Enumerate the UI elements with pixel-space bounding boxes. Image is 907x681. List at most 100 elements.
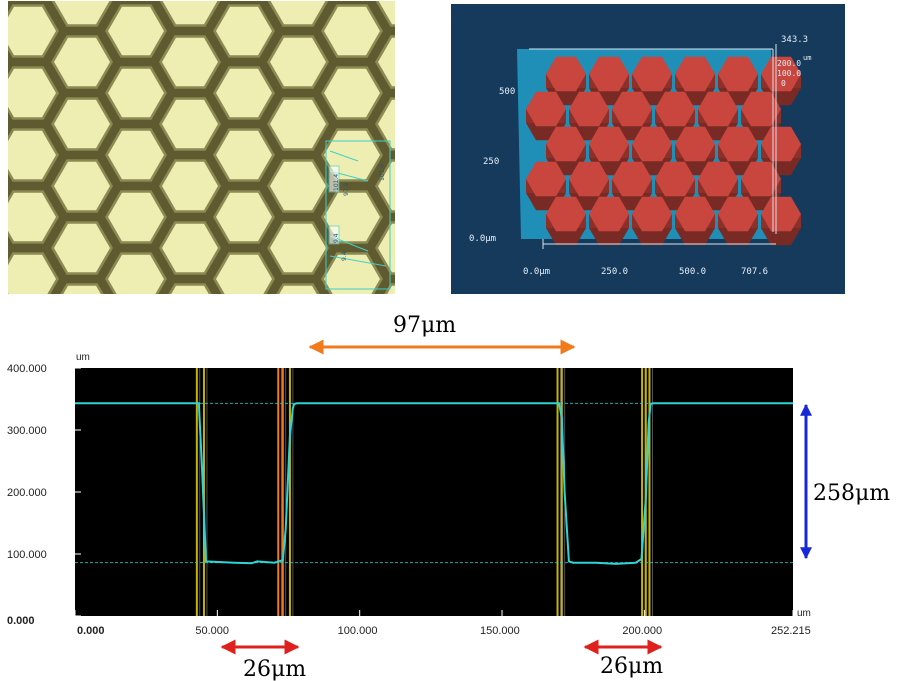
pillar-top [675,56,715,92]
hex-cell [54,161,110,211]
pillar-top [761,126,801,162]
hex-cell [162,223,218,273]
profile-series-line [75,402,793,565]
x-tick-707: 707.6 [741,267,768,277]
height-profile-chart: 0.000 50.000 100.000 150.000 200.000 252.215 … [7,313,890,681]
x-tick-250: 250.0 [601,267,628,277]
bottom-right-span-label: 26μm [600,654,663,679]
pillar-top [761,196,801,232]
hex-cell [216,6,272,56]
z-mark-200: 200.0 [777,59,801,68]
hex-cell [216,68,272,118]
hex-cell [108,254,164,294]
hex-cell [108,68,164,118]
x-tick-label: 50.000 [195,625,229,637]
pillar-top [589,196,629,232]
overlay-value-5: 9.4 [341,251,348,261]
y-axis-unit: um [76,352,90,363]
pillar-top [632,196,672,232]
pillar-top [546,56,586,92]
hex-cell [270,161,326,211]
hex-cell [279,285,317,294]
overlay-value-4: 9.4 [333,233,340,243]
pillar-top [632,56,672,92]
cursor-lines [195,368,653,616]
pillar-top [632,126,672,162]
x-tick-label: 0.000 [77,625,105,637]
hex-cell [54,37,110,87]
pillar-top [741,161,781,197]
x-axis-unit: um [797,608,811,619]
y-tick-label: 0.000 [7,615,35,627]
pillar-top [526,161,566,197]
pillar-top [546,126,586,162]
plot-background [75,368,793,616]
x-tick-label: 150.000 [480,625,520,637]
hex-cell [378,1,395,25]
hex-cell [378,37,395,87]
hex-cell [270,223,326,273]
x-tick-500: 500.0 [679,267,706,277]
x-axis-ticks: 0.000 50.000 100.000 150.000 200.000 252.215 [74,610,811,637]
z-mark-100: 100.0 [777,69,801,78]
honeycomb-3d-render: 343.3 um 200.0 100.0 0 500 250 0.0µm 0.0… [451,4,845,294]
hex-cell [378,99,395,149]
pillar-top [655,161,695,197]
z-unit-label: um [803,54,811,62]
x-tick-0: 0.0µm [523,267,550,277]
measurement-overlay [325,140,391,290]
y-tick-label: 100.000 [7,549,47,561]
y-axis-ticks: 0.000 100.000 200.000 300.000 400.000 [7,363,81,627]
y-tick-label: 300.000 [7,425,47,437]
hex-cell [378,161,395,211]
hex-cell [8,254,56,294]
bottom-left-span-label: 26μm [243,657,306,681]
pillar-top [589,126,629,162]
pillar-top [569,161,609,197]
hex-cell [8,68,56,118]
hex-cell [324,254,380,294]
y-tick-label: 400.000 [7,363,47,375]
hex-cell [54,99,110,149]
hex-cell [108,6,164,56]
pillar-top [675,196,715,232]
pillar-top [589,56,629,92]
z-top-label: 343.3 [781,35,808,45]
hex-cell [162,37,218,87]
hex-cell [270,37,326,87]
hex-cell [387,285,395,294]
y-tick-label: 200.000 [7,487,47,499]
y-tick-0: 0.0µm [469,234,496,244]
pillar-top [718,126,758,162]
hex-cell [54,223,110,273]
pillar-top [675,126,715,162]
x-tick-label: 252.215 [771,625,811,637]
hex-cell [108,192,164,242]
pillar-top [546,196,586,232]
hex-cell [8,130,56,180]
hex-cell [108,130,164,180]
honeycomb-micrograph: 101.4 97.8 101.9 9.4 9.4 [8,1,395,294]
hex-cell [216,192,272,242]
y-tick-250: 250 [483,157,499,167]
overlay-value-1: 101.4 [333,174,340,191]
hex-cell [162,161,218,211]
hex-cell [63,285,101,294]
y-tick-500: 500 [499,87,515,97]
top-span-label: 97μm [393,313,456,338]
hex-cell [54,1,110,25]
pillar-top [698,161,738,197]
z-mark-0: 0 [781,79,786,88]
pillar-top [612,161,652,197]
hex-cell [162,99,218,149]
pillar-top [612,91,652,127]
hex-cell [378,223,395,273]
pillar-top [569,91,609,127]
hex-cell [8,192,56,242]
pillar-top [741,91,781,127]
pillar-top [655,91,695,127]
x-tick-label: 200.000 [622,625,662,637]
hex-cell [8,6,56,56]
hex-cell [324,68,380,118]
hex-cell [270,99,326,149]
